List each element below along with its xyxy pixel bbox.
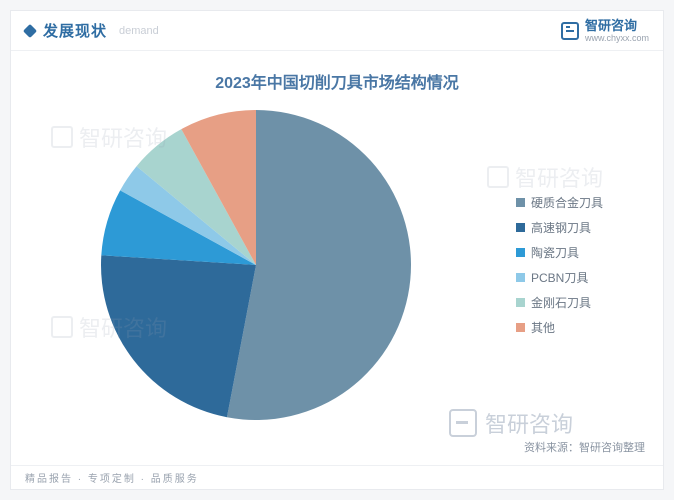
legend-swatch xyxy=(516,298,525,307)
legend-swatch xyxy=(516,323,525,332)
legend-swatch xyxy=(516,223,525,232)
chart-title: 2023年中国切削刀具市场结构情况 xyxy=(11,69,663,93)
watermark-large: 智研咨询 xyxy=(449,407,573,439)
legend-item: 金刚石刀具 xyxy=(516,294,603,311)
legend-item: 硬质合金刀具 xyxy=(516,194,603,211)
header: 发展现状 demand 智研咨询 www.chyxx.com xyxy=(11,11,663,51)
header-brand: 智研咨询 www.chyxx.com xyxy=(561,19,649,43)
legend-label: 高速钢刀具 xyxy=(531,219,591,236)
legend-label: 硬质合金刀具 xyxy=(531,194,603,211)
legend-item: PCBN刀具 xyxy=(516,269,603,286)
footer: 精品报告 · 专项定制 · 品质服务 xyxy=(11,465,663,489)
header-accent-icon xyxy=(23,23,37,37)
legend-item: 陶瓷刀具 xyxy=(516,244,603,261)
watermark-large-logo-icon xyxy=(449,409,477,437)
legend-swatch xyxy=(516,248,525,257)
brand-main: 智研咨询 xyxy=(585,19,649,32)
header-title: 发展现状 xyxy=(43,20,107,41)
footer-text: 精品报告 · 专项定制 · 品质服务 xyxy=(25,470,199,485)
brand-text: 智研咨询 www.chyxx.com xyxy=(585,19,649,43)
legend-swatch xyxy=(516,273,525,282)
legend-label: PCBN刀具 xyxy=(531,269,588,286)
legend: 硬质合金刀具高速钢刀具陶瓷刀具 PCBN刀具金刚石刀具其他 xyxy=(516,194,603,336)
brand-logo-icon xyxy=(561,22,579,40)
legend-label: 金刚石刀具 xyxy=(531,294,591,311)
chart-area: 硬质合金刀具高速钢刀具陶瓷刀具 PCBN刀具金刚石刀具其他 xyxy=(11,91,663,439)
legend-label: 陶瓷刀具 xyxy=(531,244,579,261)
legend-swatch xyxy=(516,198,525,207)
source-text: 资料来源：智研咨询整理 xyxy=(524,439,645,455)
legend-item: 其他 xyxy=(516,319,603,336)
header-left: 发展现状 demand xyxy=(25,20,159,41)
brand-sub: www.chyxx.com xyxy=(585,34,649,43)
watermark-large-text: 智研咨询 xyxy=(485,407,573,439)
legend-item: 高速钢刀具 xyxy=(516,219,603,236)
pie-chart xyxy=(91,100,421,430)
header-subtitle: demand xyxy=(119,25,159,37)
report-card: 发展现状 demand 智研咨询 www.chyxx.com 2023年中国切削… xyxy=(10,10,664,490)
legend-label: 其他 xyxy=(531,319,555,336)
